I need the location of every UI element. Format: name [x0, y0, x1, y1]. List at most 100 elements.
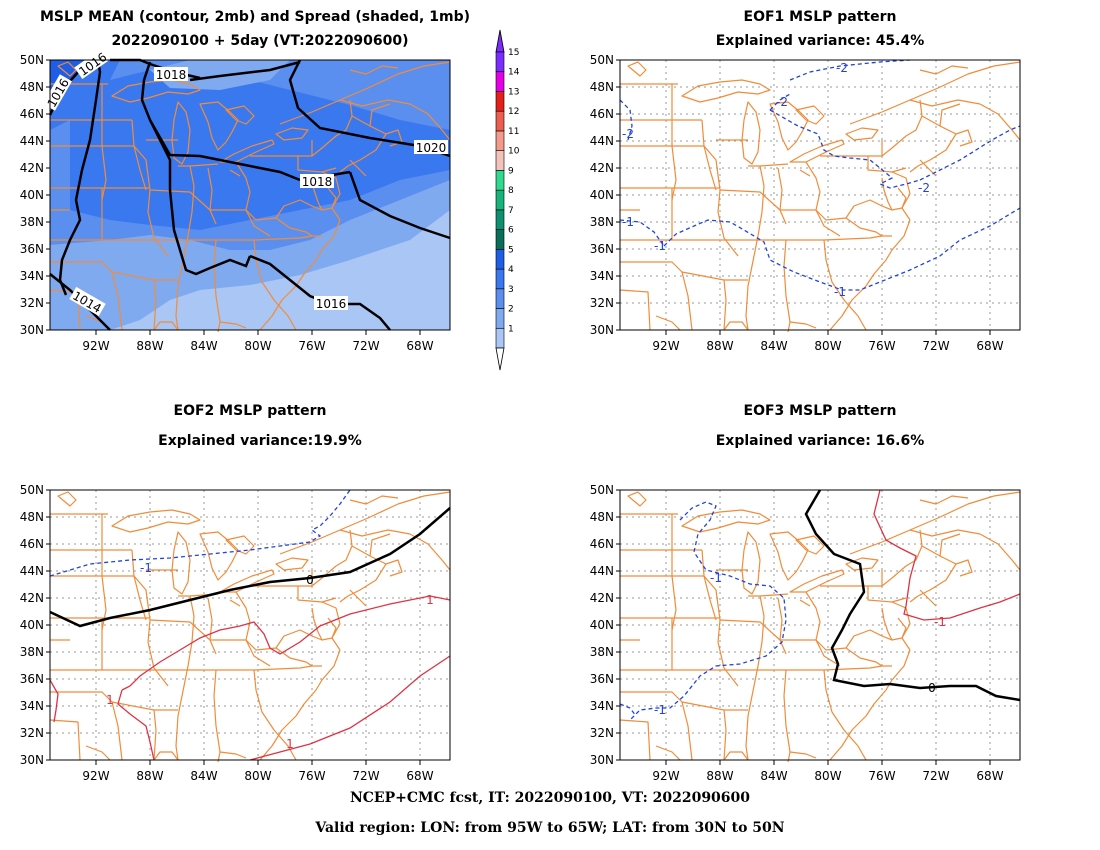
lat-tick-label: 46N: [20, 107, 44, 121]
eof1-contour-label: -2: [918, 181, 930, 195]
lat-tick-label: 40N: [20, 618, 44, 632]
lat-tick-label: 42N: [590, 161, 614, 175]
eof1-contour-label: -1: [654, 239, 666, 253]
lat-tick-label: 44N: [20, 134, 44, 148]
lat-tick-label: 44N: [590, 134, 614, 148]
colorbar-label: 1: [508, 324, 514, 334]
eof3-title: EOF3 MSLP pattern: [743, 403, 897, 419]
eof1-contour-label: -2: [836, 61, 848, 75]
lon-tick-label: 76W: [298, 339, 325, 353]
lon-tick-label: 92W: [82, 339, 109, 353]
eof1-contour-label: -2: [776, 95, 788, 109]
lon-tick-label: 88W: [706, 339, 733, 353]
colorbar-label: 5: [508, 245, 514, 255]
colorbar-label: 4: [508, 265, 514, 275]
eof2-contour-label: -1: [140, 561, 152, 575]
colorbar-swatch: [495, 288, 505, 309]
colorbar-label: 10: [508, 147, 520, 157]
lon-tick-label: 84W: [190, 769, 217, 783]
lon-tick-label: 84W: [760, 769, 787, 783]
colorbar-swatch: [495, 71, 505, 92]
lat-tick-label: 38N: [590, 645, 614, 659]
lat-tick-label: 36N: [20, 242, 44, 256]
lat-tick-label: 44N: [590, 564, 614, 578]
lon-tick-label: 84W: [760, 339, 787, 353]
colorbar-label: 11: [508, 127, 519, 137]
lon-tick-label: 72W: [922, 769, 949, 783]
lat-tick-label: 46N: [590, 107, 614, 121]
eof3-panel: -1 -1 0 -1: [619, 489, 1021, 763]
lon-tick-label: 92W: [652, 339, 679, 353]
eof1-contour-label: -1: [834, 285, 846, 299]
lat-tick-label: 30N: [20, 323, 44, 337]
colorbar-swatch: [495, 189, 505, 211]
colorbar-swatch: [495, 91, 505, 112]
lat-tick-label: 34N: [590, 269, 614, 283]
lat-tick-label: 48N: [590, 510, 614, 524]
lat-tick-label: 30N: [590, 753, 614, 767]
colorbar-swatch: [495, 170, 505, 191]
lon-tick-label: 88W: [136, 769, 163, 783]
lon-tick-label: 84W: [190, 339, 217, 353]
eof3-contour-label: -1: [654, 703, 666, 717]
lon-tick-label: 72W: [352, 339, 379, 353]
eof3-contour-label: -1: [710, 571, 722, 585]
lat-tick-label: 46N: [20, 537, 44, 551]
lat-tick-label: 48N: [20, 510, 44, 524]
lat-tick-label: 38N: [20, 645, 44, 659]
eof3-contour-label: 0: [928, 681, 936, 695]
lon-tick-label: 88W: [136, 339, 163, 353]
lat-tick-label: 48N: [590, 80, 614, 94]
mean-contour-label: 1018: [302, 175, 333, 189]
lon-tick-label: 92W: [652, 769, 679, 783]
lon-tick-label: 76W: [868, 769, 895, 783]
eof2-contour-label: 1: [286, 737, 294, 751]
lat-tick-label: 32N: [20, 296, 44, 310]
eof3-contour-label: -1: [934, 615, 946, 629]
lat-tick-label: 40N: [20, 188, 44, 202]
colorbar-label: 9: [508, 166, 514, 176]
eof3-variance: Explained variance: 16.6%: [715, 433, 925, 449]
lat-tick-label: 50N: [590, 483, 614, 497]
lat-tick-label: 36N: [590, 242, 614, 256]
lat-tick-label: 32N: [590, 296, 614, 310]
lon-tick-label: 88W: [706, 769, 733, 783]
lon-tick-label: 80W: [814, 339, 841, 353]
lat-tick-label: 38N: [590, 215, 614, 229]
lat-tick-label: 36N: [20, 672, 44, 686]
lon-tick-label: 80W: [244, 769, 271, 783]
lon-tick-label: 92W: [82, 769, 109, 783]
colorbar-label: 14: [508, 68, 520, 78]
lat-tick-label: 34N: [590, 699, 614, 713]
lat-tick-label: 30N: [20, 753, 44, 767]
lat-tick-label: 42N: [20, 161, 44, 175]
colorbar-swatch: [495, 229, 505, 250]
colorbar-label: 7: [508, 206, 514, 216]
eof2-contour-label: 1: [106, 693, 114, 707]
lat-tick-label: 50N: [590, 53, 614, 67]
lon-tick-label: 72W: [352, 769, 379, 783]
eof2-title: EOF2 MSLP pattern: [173, 403, 327, 419]
lat-tick-label: 50N: [20, 53, 44, 67]
colorbar-swatch: [495, 268, 505, 290]
colorbar-label: 3: [508, 285, 514, 295]
mean-title-line1: MSLP MEAN (contour, 2mb) and Spread (sha…: [40, 9, 470, 25]
lon-tick-label: 72W: [922, 339, 949, 353]
lon-tick-label: 68W: [976, 339, 1003, 353]
lat-tick-label: 34N: [20, 269, 44, 283]
lat-tick-label: 36N: [590, 672, 614, 686]
lat-tick-label: 44N: [20, 564, 44, 578]
eof2-variance: Explained variance:19.9%: [158, 433, 362, 449]
mean-panel: 1018 1018 1020 1016 1014 1016 1016: [42, 48, 451, 333]
colorbar-label: 12: [508, 107, 519, 117]
colorbar-swatch: [495, 110, 505, 132]
mean-contour-label: 1016: [316, 297, 347, 311]
mean-contour-label: 1018: [156, 68, 187, 82]
eof2-panel: 0 1 1 -1 1: [49, 489, 451, 763]
mean-contour-label: 1020: [416, 141, 447, 155]
lon-tick-label: 68W: [976, 769, 1003, 783]
lat-tick-label: 38N: [20, 215, 44, 229]
lon-tick-label: 80W: [814, 769, 841, 783]
